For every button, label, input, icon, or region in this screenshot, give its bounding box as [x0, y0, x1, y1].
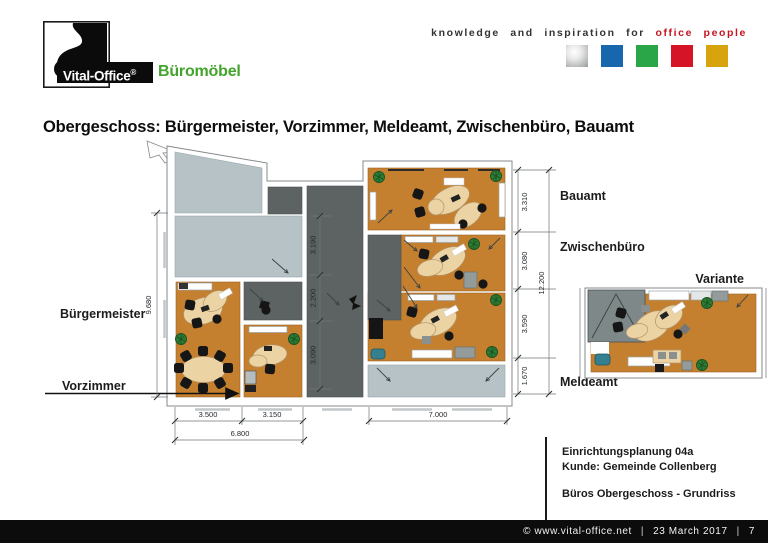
brand-name: Vital-Office	[63, 68, 131, 84]
plant-icon	[696, 359, 708, 371]
desk	[625, 323, 649, 339]
palette-square-red	[671, 45, 693, 67]
chair	[477, 203, 487, 213]
plant-icon	[490, 170, 502, 182]
dim-right-4: 1.670	[520, 367, 529, 386]
plant-icon	[468, 238, 480, 250]
dim-bottom-1: 3.500	[199, 410, 218, 419]
plant-icon	[175, 333, 187, 345]
dim-bottom-sum: 6.800	[231, 429, 250, 438]
plant-icon	[288, 333, 300, 345]
tagline-prefix: knowledge and inspiration for	[431, 27, 645, 39]
brand-color-squares	[566, 45, 728, 67]
tagline: knowledge and inspiration for office peo…	[431, 27, 747, 39]
dark-zone-middle	[243, 281, 303, 321]
project-divider	[545, 437, 547, 520]
zwischenbuero-furniture	[403, 236, 501, 289]
bottom-room-doors	[376, 367, 500, 382]
label-bauamt: Bauamt	[560, 189, 607, 203]
middle-dark-zone-items	[249, 288, 271, 315]
registered-mark: ®	[130, 68, 137, 77]
label-zwischenbuero: Zwischenbüro	[560, 240, 645, 254]
brand-product: Büromöbel	[158, 63, 241, 80]
palette-square-green	[636, 45, 658, 67]
teal-chair	[370, 348, 386, 360]
dimension-right: 3.310 3.080 3.590 1.670 12.200	[513, 166, 556, 398]
chair	[174, 363, 184, 373]
desk	[248, 354, 268, 368]
plant-icon	[373, 171, 385, 183]
floor-areas	[174, 151, 506, 398]
dim-mid-3: 3.090	[309, 346, 318, 365]
palette-square-silver	[566, 45, 588, 67]
project-customer: Kunde: Gemeinde Collenberg	[562, 461, 717, 473]
dim-right-total: 12.200	[537, 272, 546, 295]
floor-plan: Bürgermeister Vorzimmer Bauamt Zwischenb…	[45, 140, 767, 445]
page-title: Obergeschoss: Bürgermeister, Vorzimmer, …	[43, 118, 634, 136]
plant-icon	[486, 346, 498, 358]
logo-wordmark: Vital-Office®	[57, 62, 153, 84]
teal-chair	[594, 353, 611, 366]
label-buergermeister: Bürgermeister	[60, 307, 146, 321]
room-empty-bottom	[367, 364, 506, 398]
dim-bottom-right: 7.000	[429, 410, 448, 419]
footer-date: 23 March 2017	[653, 526, 728, 537]
dim-right-3: 3.590	[520, 315, 529, 334]
vorzimmer-furniture	[244, 326, 300, 392]
printer-cabinet	[463, 271, 478, 289]
project-plan-number: Einrichtungsplanung 04a	[562, 446, 694, 458]
copier	[244, 370, 257, 385]
chair	[198, 383, 208, 393]
chair	[478, 279, 488, 289]
dimension-bottom: 3.500 3.150 7.000 6.800	[171, 407, 511, 445]
project-drawing-title: Büros Obergeschoss - Grundriss	[562, 488, 736, 500]
label-vorzimmer: Vorzimmer	[62, 379, 126, 393]
footer-url: © www.vital-office.net	[523, 526, 632, 537]
guest-chair	[422, 336, 431, 344]
dim-bottom-2: 3.150	[263, 410, 282, 419]
chair	[212, 314, 222, 324]
chair	[612, 321, 624, 333]
chair	[444, 331, 454, 341]
footer-separator: |	[736, 526, 740, 537]
variante-inset	[579, 287, 767, 379]
corridor-symbols	[326, 292, 361, 310]
chair	[223, 363, 233, 373]
chair	[264, 363, 276, 375]
tagline-highlight: office people	[655, 27, 747, 39]
dim-mid-1: 3.190	[309, 236, 318, 255]
black-cabinet	[369, 318, 383, 339]
chair	[454, 270, 464, 280]
footer-page-number: 7	[748, 526, 755, 537]
footer-bar: © www.vital-office.net | 23 March 2017 |…	[0, 520, 768, 543]
chair	[184, 299, 196, 311]
dim-left-total: 9.680	[144, 296, 153, 315]
dimension-left: 9.680	[144, 209, 168, 401]
dim-right-1: 3.310	[520, 193, 529, 212]
room-empty-top	[174, 151, 263, 214]
footer-separator: |	[640, 526, 645, 537]
project-info: Einrichtungsplanung 04a Kunde: Gemeinde …	[562, 445, 736, 502]
side-table	[427, 198, 445, 216]
plant-icon	[701, 297, 713, 309]
shaft-area	[267, 186, 303, 215]
desk	[416, 259, 444, 277]
dim-mid-2: 2.200	[309, 289, 318, 308]
room-door-arrow	[271, 258, 289, 274]
bauamt-furniture	[369, 169, 506, 230]
chair	[198, 346, 208, 356]
plant-icon	[490, 294, 502, 306]
meldeamt-furniture	[369, 285, 502, 360]
dim-right-2: 3.080	[520, 252, 529, 271]
room-empty-second	[174, 215, 303, 278]
label-variante: Variante	[695, 272, 744, 286]
corridor-extension	[367, 234, 402, 321]
dimension-middle: 3.190 2.200 3.090	[309, 212, 332, 393]
palette-square-gold	[706, 45, 728, 67]
palette-square-blue	[601, 45, 623, 67]
buergermeister-furniture	[174, 282, 233, 393]
corridor	[306, 185, 364, 398]
